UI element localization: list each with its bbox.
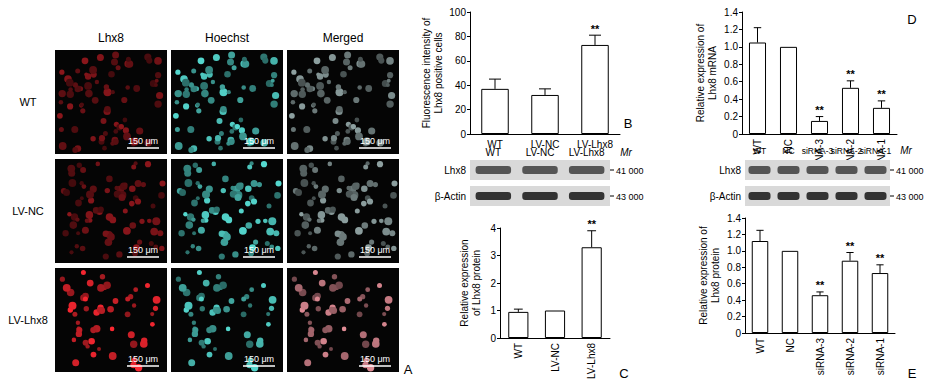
svg-text:0: 0 (460, 129, 466, 140)
svg-text:Fluorescence intensity of: Fluorescence intensity of (421, 17, 432, 128)
svg-text:150 μm: 150 μm (244, 136, 274, 146)
svg-text:41 000: 41 000 (896, 166, 924, 176)
svg-text:**: ** (591, 23, 600, 35)
svg-text:1.4: 1.4 (727, 213, 741, 224)
svg-text:LV-Lhx8: LV-Lhx8 (586, 343, 597, 379)
svg-text:Hoechst: Hoechst (205, 31, 250, 45)
svg-text:WT: WT (487, 139, 503, 150)
svg-text:LV-NC: LV-NC (526, 147, 555, 158)
svg-text:Lhx8: Lhx8 (444, 165, 466, 176)
svg-text:LV-Lhx8: LV-Lhx8 (577, 139, 613, 150)
svg-text:0.4: 0.4 (724, 94, 738, 105)
svg-text:**: ** (816, 279, 825, 291)
svg-text:Lhx8 positive cells: Lhx8 positive cells (433, 32, 444, 113)
svg-text:150 μm: 150 μm (128, 245, 158, 255)
svg-text:4: 4 (490, 223, 496, 234)
svg-text:0.8: 0.8 (727, 262, 741, 273)
svg-text:β-Actin: β-Actin (710, 191, 741, 202)
svg-text:**: ** (846, 240, 855, 252)
svg-text:Merged: Merged (323, 31, 364, 45)
svg-text:B: B (624, 116, 633, 131)
svg-text:Lhx8: Lhx8 (98, 31, 124, 45)
svg-text:**: ** (876, 252, 885, 264)
svg-text:150 μm: 150 μm (360, 136, 390, 146)
svg-text:43 000: 43 000 (616, 192, 644, 202)
svg-text:siRNA-1: siRNA-1 (860, 146, 892, 156)
svg-text:NC: NC (783, 139, 794, 153)
svg-text:0: 0 (732, 129, 738, 140)
svg-text:20: 20 (455, 104, 467, 115)
svg-text:0.4: 0.4 (727, 295, 741, 306)
svg-text:siRNA-3: siRNA-3 (814, 139, 825, 177)
svg-text:E: E (908, 366, 917, 381)
svg-text:150 μm: 150 μm (128, 354, 158, 364)
svg-text:of Lhx8 protein: of Lhx8 protein (471, 250, 482, 316)
svg-text:Lhx8 mRNA: Lhx8 mRNA (707, 46, 718, 100)
svg-text:0.2: 0.2 (727, 311, 741, 322)
svg-text:Mr: Mr (620, 147, 632, 158)
svg-text:0: 0 (735, 328, 741, 339)
svg-text:siRNA-2: siRNA-2 (831, 146, 863, 156)
svg-text:150 μm: 150 μm (128, 136, 158, 146)
svg-text:0.6: 0.6 (727, 278, 741, 289)
svg-text:41 000: 41 000 (616, 166, 644, 176)
svg-text:LV-NC: LV-NC (12, 205, 44, 217)
svg-text:Relative expression: Relative expression (459, 239, 470, 326)
svg-text:2: 2 (490, 278, 496, 289)
svg-text:WT: WT (753, 146, 766, 156)
svg-text:3: 3 (490, 250, 496, 261)
svg-text:1.4: 1.4 (724, 7, 738, 18)
svg-text:Mr: Mr (900, 145, 912, 156)
svg-text:60: 60 (455, 55, 467, 66)
svg-text:siRNA-1: siRNA-1 (876, 139, 887, 177)
svg-text:Lhx8: Lhx8 (719, 165, 741, 176)
svg-text:siRNA-1: siRNA-1 (875, 338, 886, 376)
svg-text:NC: NC (785, 338, 796, 352)
svg-text:siRNA-2: siRNA-2 (845, 139, 856, 177)
svg-text:**: ** (587, 218, 596, 230)
svg-text:β-Actin: β-Actin (435, 191, 466, 202)
svg-text:siRNA-3: siRNA-3 (815, 338, 826, 376)
svg-text:1.2: 1.2 (724, 24, 738, 35)
svg-text:43 000: 43 000 (896, 192, 924, 202)
svg-text:Relative expression of: Relative expression of (695, 24, 706, 123)
svg-text:LV-NC: LV-NC (550, 343, 561, 372)
svg-text:0: 0 (490, 333, 496, 344)
svg-text:**: ** (846, 68, 855, 80)
svg-text:WT: WT (513, 343, 524, 359)
svg-text:LV-Lhx8: LV-Lhx8 (569, 147, 605, 158)
svg-text:150 μm: 150 μm (244, 245, 274, 255)
svg-text:40: 40 (455, 80, 467, 91)
svg-text:WT: WT (752, 139, 763, 155)
svg-text:0.2: 0.2 (724, 111, 738, 122)
svg-text:LV-NC: LV-NC (531, 139, 560, 150)
svg-text:**: ** (877, 88, 886, 100)
svg-text:NC: NC (782, 146, 794, 156)
svg-text:80: 80 (455, 31, 467, 42)
svg-text:150 μm: 150 μm (360, 245, 390, 255)
svg-text:1: 1 (490, 305, 496, 316)
svg-text:WT: WT (755, 338, 766, 354)
svg-text:WT: WT (486, 147, 502, 158)
svg-text:150 μm: 150 μm (360, 354, 390, 364)
svg-text:A: A (404, 362, 413, 377)
svg-text:0.6: 0.6 (724, 76, 738, 87)
svg-text:WT: WT (19, 96, 36, 108)
svg-text:1.2: 1.2 (727, 229, 741, 240)
svg-text:LV-Lhx8: LV-Lhx8 (8, 314, 48, 326)
svg-text:**: ** (815, 104, 824, 116)
svg-text:Lhx8 protein: Lhx8 protein (710, 248, 721, 303)
svg-text:Relative expression of: Relative expression of (698, 226, 709, 325)
svg-text:siRNA-2: siRNA-2 (845, 338, 856, 376)
svg-text:D: D (907, 12, 916, 27)
svg-text:100: 100 (449, 7, 466, 18)
svg-text:siRNA-3: siRNA-3 (802, 146, 834, 156)
svg-text:C: C (619, 366, 628, 381)
svg-text:1.0: 1.0 (724, 41, 738, 52)
svg-text:150 μm: 150 μm (244, 354, 274, 364)
svg-text:0.8: 0.8 (724, 59, 738, 70)
svg-text:1.0: 1.0 (727, 245, 741, 256)
